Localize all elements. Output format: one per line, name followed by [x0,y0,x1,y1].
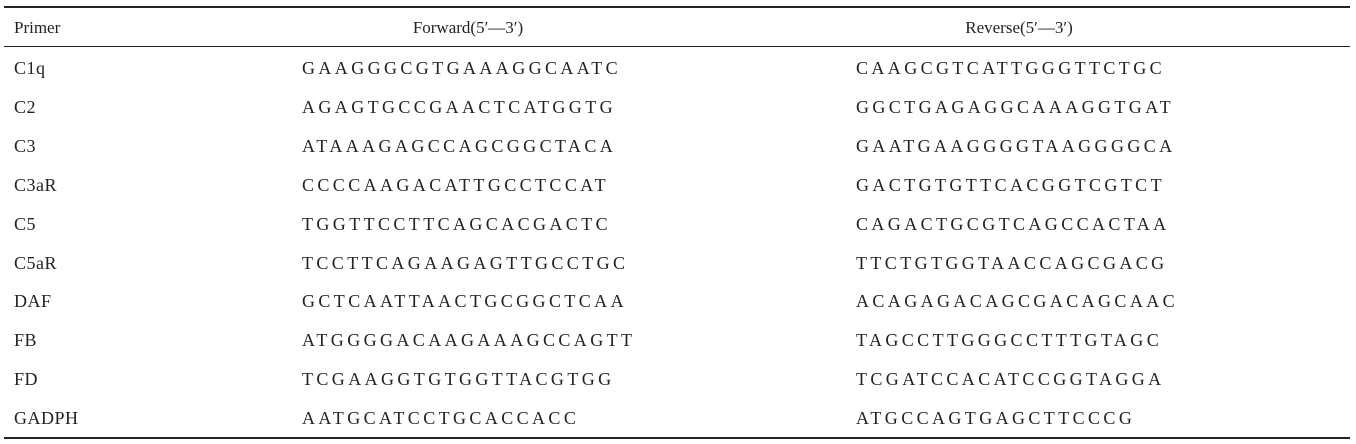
primer-name: C5 [14,213,37,234]
sequence: CAAGCGTCATTGGGTTCTGC [856,58,1165,78]
primer-name: C2 [14,96,37,117]
primer-name: DAF [14,291,52,312]
sequence: GAATGAAGGGGTAAGGGGCA [856,135,1176,156]
primer-name: GADPH [14,408,79,429]
sequence: ACAGAGACAGCGACAGCAAC [856,291,1179,312]
sequence: GAAGGGCGTGAAAGGCAATC [302,58,621,78]
sequence: TAGCCTTGGGCCTTTGTAGC [856,330,1163,351]
sequence: TGGTTCCTTCAGCACGACTC [302,213,612,234]
primer-name: C3aR [14,174,58,195]
sequence: ATGCCAGTGAGCTTCCCG [856,408,1136,429]
sequence: AATGCATCCTGCACCACC [302,408,580,429]
header-cell: Reverse(5′—3′) [965,18,1073,37]
sequence: CCCCAAGACATTGCCTCCAT [302,174,610,195]
sequence: AGAGTGCCGAACTCATGGTG [302,96,616,117]
sequence: TTCTGTGGTAACCAGCGACG [856,252,1168,273]
sequence: ATGGGGACAAGAAAGCCAGTT [302,330,636,351]
sequence: TCGATCCACATCCGGTAGGA [856,369,1165,390]
primer-name: C3 [14,135,37,156]
bottom-rule [4,437,1350,439]
header-cell: Primer [14,18,61,37]
sequence: GGCTGAGAGGCAAAGGTGAT [856,96,1174,117]
sequence: GACTGTGTTCACGGTCGTCT [856,174,1165,195]
sequence: CAGACTGCGTCAGCCACTAA [856,213,1170,234]
primer-name: C5aR [14,252,58,273]
sequence: ATAAAGAGCCAGCGGCTACA [302,135,617,156]
sequence: TCCTTCAGAAGAGTTGCCTGC [302,252,629,273]
sequence: TCGAAGGTGTGGTTACGTGG [302,369,615,390]
top-rule [4,6,1350,8]
sequence: GCTCAATTAACTGCGGCTCAA [302,291,627,312]
header-cell: Forward(5′—3′) [412,18,524,37]
primer-name: C1q [14,58,46,78]
primer-name: FD [14,369,39,390]
header-rule [4,46,1350,47]
primer-name: FB [14,330,38,351]
